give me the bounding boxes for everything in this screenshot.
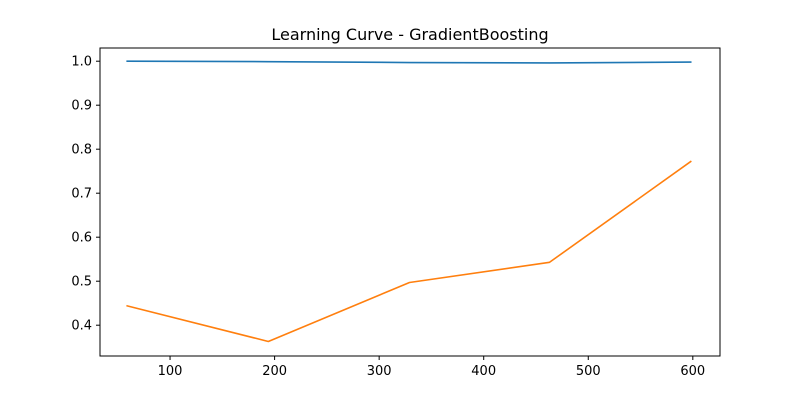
chart-title: Learning Curve - GradientBoosting (271, 25, 548, 44)
plot-area-frame (99, 47, 721, 357)
axis-layer: 100 200 300 400 500 600 0.4 0.5 0.6 0.7 0.8 0.9 1.0 (71, 47, 721, 379)
series-line-1 (126, 60, 692, 64)
x-tick-label: 100 (158, 364, 183, 379)
x-tick-label: 600 (680, 364, 705, 379)
y-tick-label: 0.4 (71, 319, 92, 334)
y-tick-label: 0.5 (71, 275, 92, 290)
series-line-2 (126, 160, 692, 343)
x-tick-label: 300 (367, 364, 392, 379)
y-tick-label: 0.6 (71, 231, 92, 246)
x-tick-label: 500 (576, 364, 601, 379)
x-tick-label: 400 (471, 364, 496, 379)
y-tick-label: 0.7 (71, 187, 92, 202)
y-tick-label: 0.9 (71, 99, 92, 114)
y-tick-label: 0.8 (71, 143, 92, 158)
series-layer (126, 60, 692, 343)
x-tick-label: 200 (262, 364, 287, 379)
y-tick-label: 1.0 (71, 55, 92, 70)
